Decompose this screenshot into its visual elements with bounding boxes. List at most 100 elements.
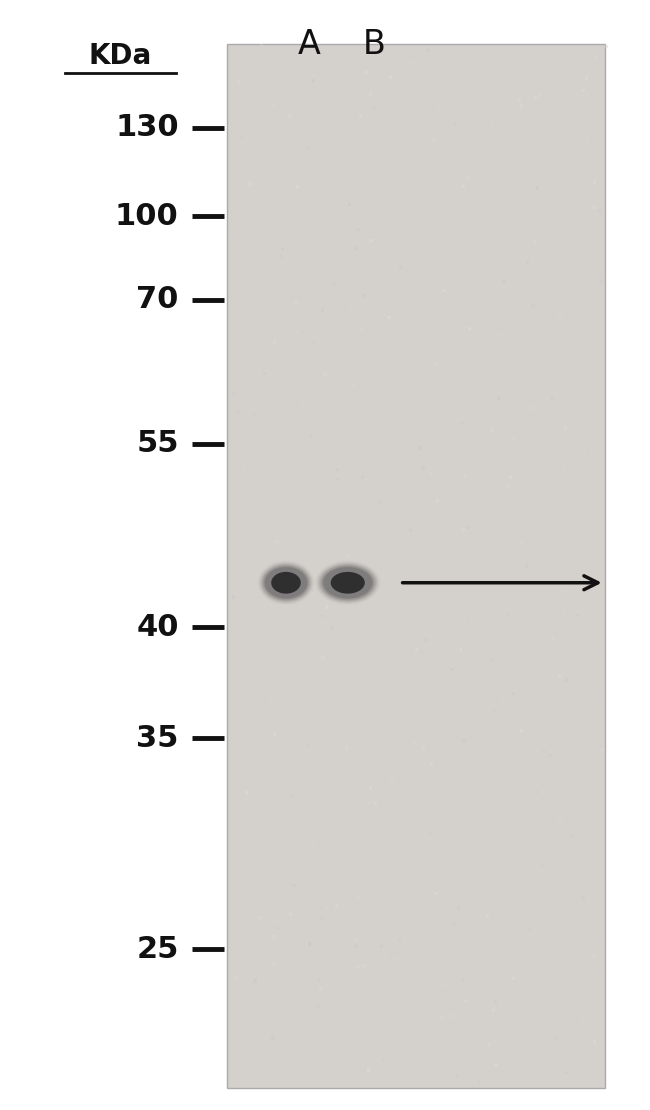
- Bar: [258, 537, 261, 541]
- Text: B: B: [362, 28, 385, 61]
- Bar: [430, 472, 434, 475]
- Bar: [510, 1047, 513, 1050]
- Ellipse shape: [271, 572, 301, 594]
- Bar: [417, 1031, 421, 1035]
- Bar: [333, 282, 336, 285]
- Bar: [558, 312, 562, 315]
- Bar: [456, 907, 460, 910]
- Bar: [575, 723, 578, 726]
- Bar: [593, 1039, 597, 1042]
- Bar: [536, 505, 539, 508]
- Bar: [587, 452, 590, 455]
- Bar: [229, 233, 233, 236]
- Bar: [350, 640, 353, 644]
- Bar: [506, 613, 509, 616]
- Bar: [558, 816, 562, 819]
- Bar: [417, 483, 421, 486]
- Bar: [558, 675, 562, 678]
- Bar: [525, 564, 528, 567]
- Bar: [369, 239, 372, 242]
- Bar: [306, 705, 309, 708]
- Ellipse shape: [265, 567, 307, 598]
- Bar: [301, 331, 304, 334]
- Bar: [242, 226, 245, 230]
- Bar: [464, 999, 467, 1002]
- Bar: [373, 107, 376, 110]
- Bar: [504, 246, 508, 250]
- Bar: [284, 465, 287, 468]
- Bar: [490, 122, 493, 125]
- Bar: [550, 351, 553, 354]
- Bar: [502, 700, 505, 704]
- Bar: [450, 668, 454, 672]
- Bar: [551, 397, 554, 401]
- Bar: [460, 422, 463, 425]
- Bar: [259, 916, 263, 919]
- Bar: [322, 566, 326, 569]
- Bar: [490, 428, 493, 432]
- Bar: [489, 518, 492, 522]
- Bar: [341, 304, 344, 307]
- Bar: [601, 748, 604, 751]
- Bar: [497, 151, 500, 154]
- Bar: [400, 265, 403, 269]
- Bar: [260, 44, 263, 48]
- Bar: [428, 972, 432, 976]
- Bar: [595, 56, 598, 59]
- Bar: [352, 383, 355, 386]
- Bar: [300, 1047, 303, 1050]
- Bar: [365, 411, 368, 414]
- Bar: [570, 835, 573, 838]
- Bar: [509, 476, 512, 480]
- Bar: [317, 978, 320, 981]
- Bar: [453, 921, 456, 925]
- Bar: [542, 749, 545, 753]
- Bar: [285, 483, 288, 486]
- Bar: [479, 870, 482, 874]
- Bar: [314, 1005, 317, 1008]
- Bar: [404, 652, 408, 655]
- Bar: [374, 801, 377, 805]
- Bar: [593, 181, 596, 184]
- Bar: [507, 485, 510, 488]
- Bar: [361, 294, 365, 297]
- Bar: [398, 938, 401, 941]
- Bar: [592, 955, 595, 958]
- Bar: [315, 145, 318, 149]
- Bar: [292, 632, 296, 635]
- Bar: [283, 118, 286, 121]
- Bar: [453, 122, 456, 125]
- Bar: [363, 963, 366, 967]
- Bar: [520, 104, 523, 108]
- Bar: [497, 397, 500, 401]
- Bar: [298, 153, 301, 157]
- Bar: [265, 572, 268, 575]
- Bar: [462, 528, 465, 532]
- Bar: [434, 363, 437, 366]
- Bar: [532, 150, 535, 153]
- Bar: [447, 666, 450, 669]
- Bar: [320, 69, 323, 72]
- Bar: [320, 614, 324, 617]
- Bar: [521, 502, 524, 505]
- Bar: [520, 729, 523, 733]
- Bar: [364, 478, 367, 482]
- Bar: [335, 904, 338, 907]
- Bar: [276, 926, 279, 929]
- Bar: [464, 475, 467, 478]
- Bar: [268, 1051, 272, 1054]
- Ellipse shape: [261, 564, 311, 602]
- Bar: [272, 104, 275, 108]
- Bar: [289, 914, 292, 917]
- Bar: [565, 678, 568, 682]
- Bar: [528, 155, 531, 159]
- Bar: [556, 112, 560, 115]
- Bar: [459, 648, 462, 652]
- Bar: [599, 279, 603, 282]
- Bar: [254, 414, 257, 417]
- Text: 55: 55: [136, 430, 179, 458]
- Bar: [468, 159, 471, 162]
- Bar: [294, 301, 298, 304]
- Bar: [263, 372, 266, 375]
- Bar: [550, 219, 553, 222]
